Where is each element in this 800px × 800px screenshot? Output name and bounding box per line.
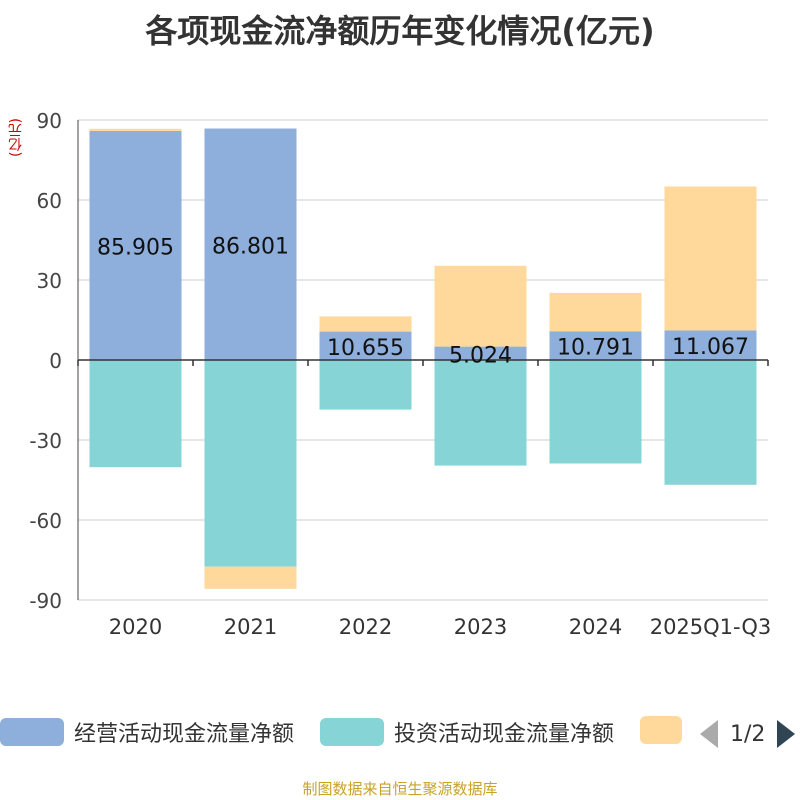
legend-page-indicator: 1/2 <box>730 721 766 747</box>
data-label-2023: 5.024 <box>449 343 512 368</box>
legend-prev-icon[interactable] <box>700 720 718 748</box>
bar-investing-2020 <box>89 360 182 468</box>
y-tick-label: 30 <box>37 269 62 293</box>
data-label-2020: 85.905 <box>97 235 174 260</box>
bar-third-2025Q1-Q3 <box>664 186 757 331</box>
bar-third-2022 <box>319 316 412 332</box>
data-label-2021: 86.801 <box>212 234 289 259</box>
bar-investing-2024 <box>549 360 642 464</box>
bar-operating-2024 <box>549 331 642 360</box>
x-tick-label: 2021 <box>224 615 277 639</box>
x-tick-label: 2020 <box>109 615 162 639</box>
legend-label-investing: 投资活动现金流量净额 <box>394 722 615 747</box>
legend-next-icon[interactable] <box>777 720 796 748</box>
legend-swatch-operating <box>0 718 64 746</box>
legend-item-operating[interactable]: 经营活动现金流量净额 <box>0 716 294 748</box>
data-label-2024: 10.791 <box>557 336 634 361</box>
bar-operating-2023 <box>434 346 527 360</box>
bar-operating-2022 <box>319 331 412 360</box>
data-label-2025Q1-Q3: 11.067 <box>672 335 749 360</box>
bar-chart: 90 60 30 0 -30 -60 -90 85.905 86.801 10.655 5.024 1… <box>29 109 772 639</box>
y-tick-label: 0 <box>49 349 62 373</box>
y-tick-label: -60 <box>29 509 62 533</box>
bar-third-2024 <box>549 292 642 332</box>
y-tick-label: -90 <box>29 589 62 613</box>
x-tick-label: 2022 <box>339 615 392 639</box>
bar-investing-2023 <box>434 360 527 466</box>
bar-operating-2025Q1-Q3 <box>664 330 757 360</box>
bar-third-2023 <box>434 265 527 347</box>
legend-item-investing[interactable]: 投资活动现金流量净额 <box>320 716 614 748</box>
y-tick-label: 60 <box>37 189 62 213</box>
legend-label-operating: 经营活动现金流量净额 <box>74 722 295 747</box>
x-tick-label: 2025Q1-Q3 <box>650 615 772 639</box>
y-tick-label: 90 <box>37 109 62 133</box>
bar-operating-2020 <box>89 130 182 360</box>
x-tick-label: 2024 <box>569 615 622 639</box>
chart-title: 各项现金流净额历年变化情况(亿元) <box>145 12 655 50</box>
y-tick-label: -30 <box>29 429 62 453</box>
bar-investing-2022 <box>319 360 412 410</box>
bar-investing-2025Q1-Q3 <box>664 360 757 485</box>
bar-third-2020 <box>89 128 182 131</box>
legend: 经营活动现金流量净额 投资活动现金流量净额 1/2 <box>0 716 800 756</box>
data-label-2022: 10.655 <box>327 336 404 361</box>
legend-pager: 1/2 <box>700 720 796 748</box>
bar-operating-2021 <box>204 128 297 360</box>
legend-item-third[interactable] <box>640 716 682 744</box>
bar-third-2021 <box>204 566 297 589</box>
legend-swatch-investing <box>320 718 384 746</box>
data-source: 制图数据来自恒生聚源数据库 <box>302 780 498 798</box>
bar-investing-2021 <box>204 360 297 567</box>
x-tick-label: 2023 <box>454 615 507 639</box>
legend-swatch-third <box>640 716 682 744</box>
